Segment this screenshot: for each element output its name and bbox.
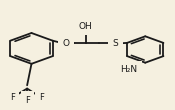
Text: OH: OH <box>79 22 93 31</box>
Text: F: F <box>10 93 15 102</box>
Text: F: F <box>25 96 30 105</box>
Text: F: F <box>39 93 44 102</box>
Text: O: O <box>62 39 69 48</box>
Text: H₂N: H₂N <box>120 65 137 74</box>
Text: S: S <box>113 39 118 48</box>
